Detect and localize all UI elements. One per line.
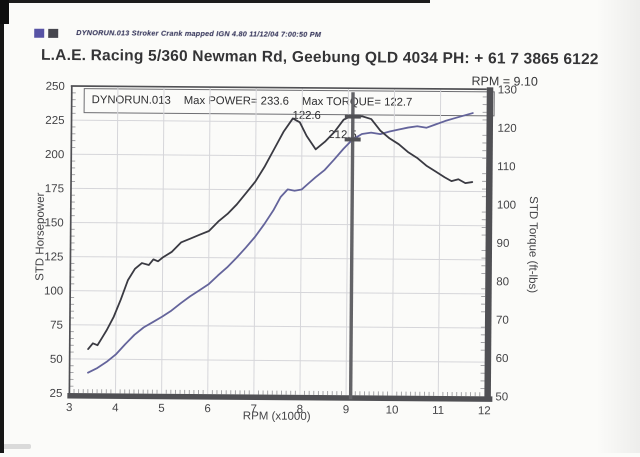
scan-edge-left — [0, 0, 4, 453]
y-right-tick-label: 80 — [496, 276, 509, 288]
gridline-vertical — [208, 87, 210, 394]
annotation-run-label: DYNORUN.013 — [92, 94, 171, 107]
annotation-box: DYNORUN.013 Max POWER= 233.6 Max TORQUE= 1… — [84, 88, 495, 116]
y-left-tick-label: 150 — [44, 217, 63, 229]
scan-right-shadow — [596, 0, 640, 453]
y-left-tick-label: 200 — [45, 149, 64, 161]
page-title: L.A.E. Racing 5/360 Newman Rd, Geebung Q… — [41, 47, 599, 69]
plot-border-left — [69, 86, 71, 393]
gridline-horizontal — [70, 325, 485, 328]
y-left-tick-label: 225 — [45, 115, 64, 127]
gridline-horizontal — [71, 222, 486, 225]
gridline-vertical — [115, 86, 117, 393]
gridline-vertical — [162, 87, 164, 394]
gridline-horizontal — [70, 291, 485, 294]
y-left-tick-label: 125 — [44, 251, 63, 263]
y-left-tick-label: 50 — [50, 354, 63, 366]
gridline-horizontal — [72, 120, 487, 123]
y-left-tick-label: 175 — [45, 183, 64, 195]
y-right-tick-label: 120 — [497, 123, 516, 135]
right-axis-title: STD Torque (ft-lbs) — [526, 196, 539, 293]
y-right-tick-label: 90 — [497, 238, 510, 250]
gridline-vertical — [438, 89, 440, 396]
run-header-note: DYNORUN.013 Stroker Crank mapped IGN 4.8… — [76, 28, 321, 39]
scan-edge-top — [0, 0, 430, 3]
gridline-vertical — [300, 88, 302, 395]
annotation-max-power-label: Max POWER= 233.6 — [184, 95, 289, 108]
series-swatch-torque-icon — [48, 29, 58, 38]
annotation-max-torque-label: Max TORQUE= 122.7 — [302, 96, 412, 109]
y-right-tick-label: 60 — [496, 353, 509, 365]
y-right-tick-label: 110 — [497, 161, 515, 173]
gridline-vertical — [254, 87, 256, 394]
cursor-power-value-label: 212.5 — [328, 129, 356, 141]
y-left-tick-label: 75 — [50, 320, 63, 332]
series-swatch-power-icon — [34, 29, 44, 38]
y-left-tick-label: 100 — [44, 285, 63, 297]
plot-border-bottom — [67, 393, 492, 402]
cursor-rpm-readout: RPM = 9.10 — [420, 74, 538, 89]
left-axis-title: STD Horsepower — [34, 193, 47, 281]
plot-border-right — [484, 87, 493, 401]
y-right-tick-label: 50 — [495, 391, 508, 403]
gridline-horizontal — [70, 359, 485, 362]
gridline-horizontal — [70, 257, 485, 260]
gridline-vertical — [392, 89, 394, 396]
y-left-tick-label: 250 — [46, 81, 65, 93]
power-curve — [88, 110, 473, 376]
y-left-tick-label: 25 — [50, 388, 63, 400]
torque-curve — [88, 114, 473, 352]
y-right-tick-label: 70 — [496, 315, 509, 327]
scan-artifact-bottom-left — [1, 444, 31, 449]
y-right-tick-label: 100 — [497, 199, 516, 211]
bottom-axis-title: RPM (x1000) — [69, 409, 484, 424]
gridline-horizontal — [71, 188, 486, 191]
cursor-torque-value-label: 122.6 — [293, 110, 321, 122]
gridline-horizontal — [71, 154, 486, 157]
scan-edge-corner — [0, 0, 9, 24]
